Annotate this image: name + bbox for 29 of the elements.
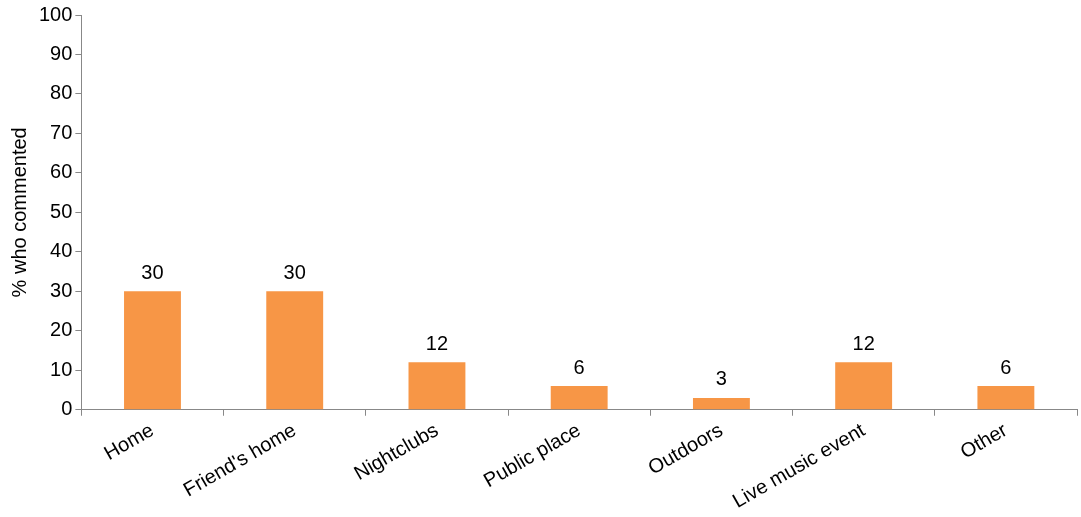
y-tick-label: 60 — [50, 160, 73, 183]
y-tick-label: 30 — [50, 278, 73, 301]
y-tick-label: 0 — [61, 397, 73, 420]
y-tick-label: 40 — [50, 239, 73, 262]
y-tick-label: 70 — [50, 120, 73, 143]
data-label: 30 — [141, 260, 164, 283]
y-tick-label: 100 — [38, 2, 73, 25]
y-tick-label: 20 — [50, 318, 73, 341]
bar — [408, 362, 466, 410]
bar — [977, 386, 1035, 410]
bar — [692, 397, 750, 410]
bar — [124, 291, 181, 410]
data-label: 6 — [573, 355, 585, 378]
y-axis-title: % who commented — [7, 127, 30, 298]
data-label: 3 — [715, 367, 727, 390]
y-tick-label: 90 — [50, 41, 73, 64]
bar — [266, 291, 324, 410]
y-tick-label: 50 — [50, 199, 73, 222]
x-tick-label: Live music event — [728, 418, 869, 512]
bar — [550, 386, 608, 410]
data-label: 30 — [283, 260, 306, 283]
y-tick-label: 10 — [50, 357, 73, 380]
data-label: 12 — [852, 331, 875, 354]
bar — [835, 362, 893, 410]
data-label: 12 — [425, 331, 449, 354]
x-tick-label: Other — [956, 418, 1011, 463]
y-tick-label: 80 — [50, 81, 73, 104]
x-tick-label: Home — [100, 418, 158, 465]
data-label: 6 — [1000, 355, 1012, 378]
